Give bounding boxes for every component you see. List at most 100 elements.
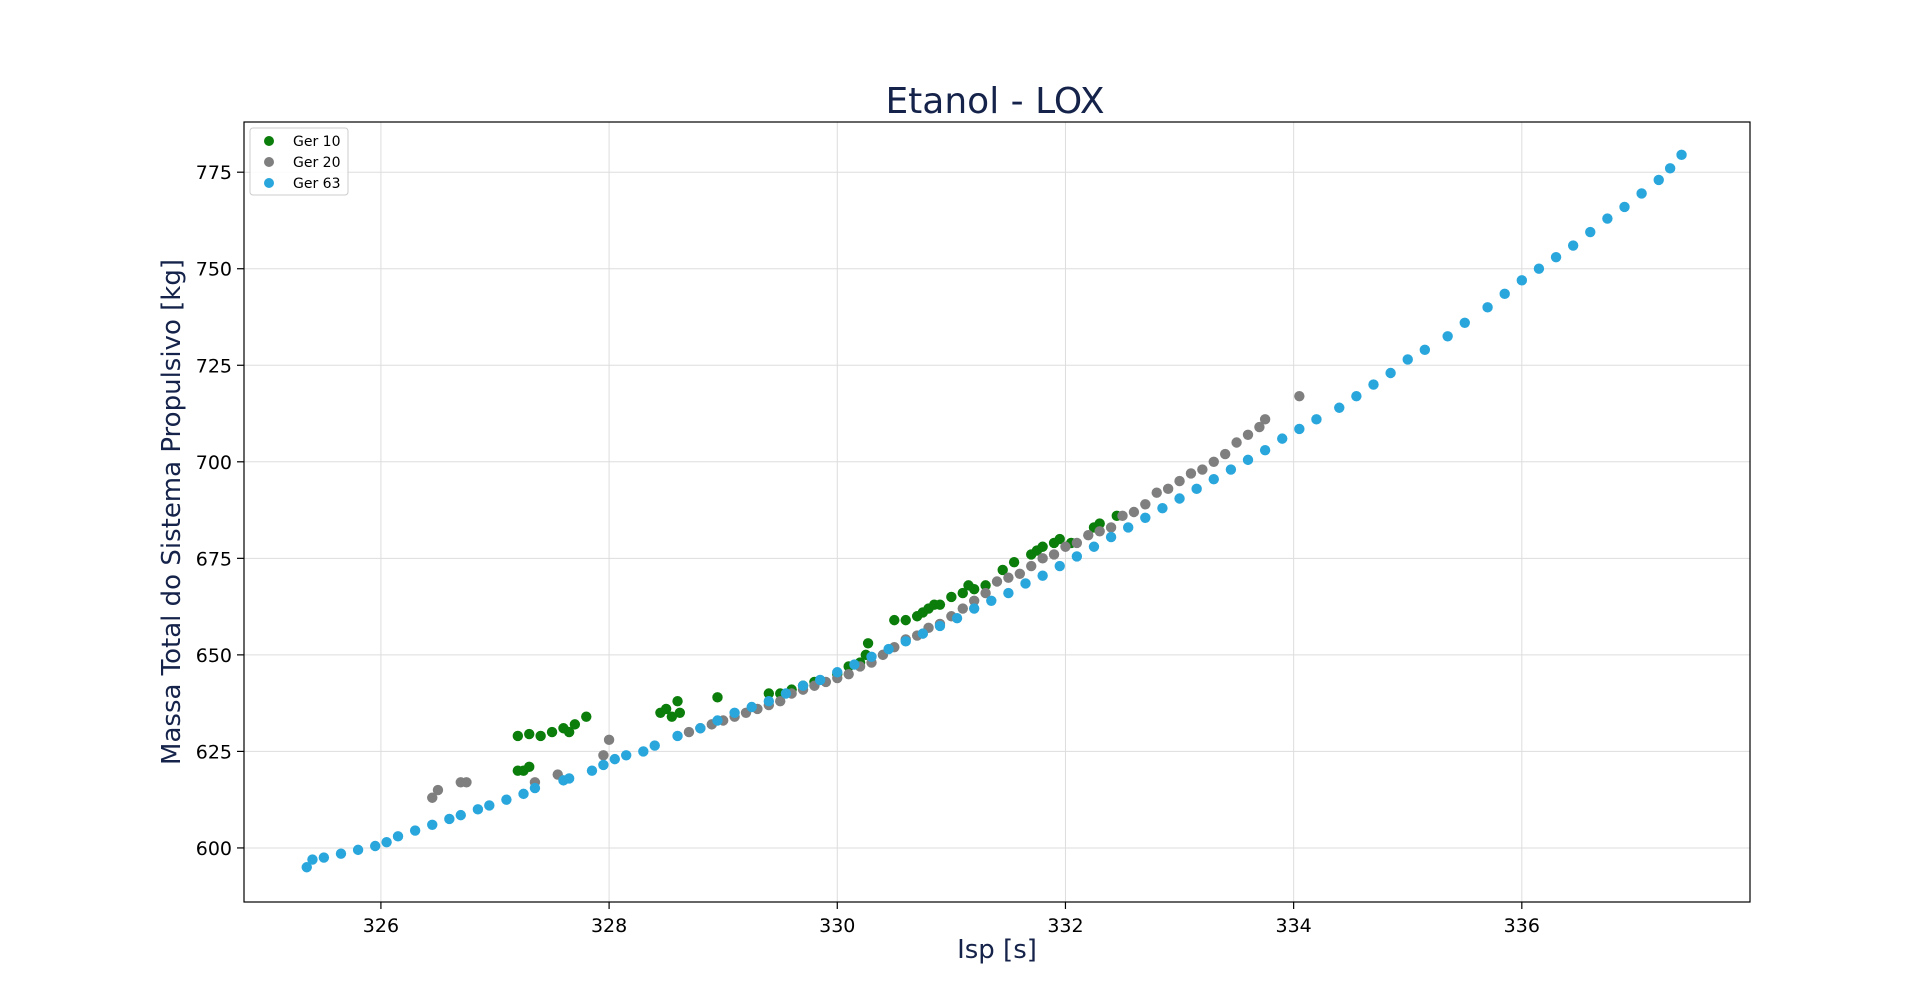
data-point [1242, 454, 1254, 466]
legend-marker [264, 157, 274, 167]
data-point [1174, 475, 1185, 487]
data-point [866, 651, 877, 662]
data-point [1419, 344, 1431, 356]
data-point [1602, 213, 1613, 224]
data-point [392, 831, 404, 842]
legend-label: Ger 63 [293, 176, 340, 192]
data-point [695, 723, 706, 734]
data-point [862, 638, 874, 649]
data-point [980, 580, 991, 591]
x-tick-label: 336 [1504, 915, 1540, 937]
legend-marker [264, 136, 274, 146]
data-point [883, 643, 894, 655]
data-point [712, 692, 723, 703]
y-tick-label: 650 [196, 645, 232, 667]
data-point [1294, 390, 1305, 402]
data-point [318, 852, 330, 863]
x-axis-label: Isp [s] [957, 935, 1037, 965]
data-point [598, 750, 609, 761]
data-point [1094, 526, 1105, 537]
data-point [1385, 367, 1396, 379]
x-tick-label: 328 [591, 915, 627, 937]
data-point [1014, 568, 1026, 579]
x-tick-label: 326 [363, 915, 399, 937]
data-point [1516, 275, 1528, 286]
data-point [432, 784, 444, 796]
data-point [1105, 531, 1117, 543]
data-point [586, 765, 598, 776]
data-point [1197, 464, 1208, 475]
data-point [563, 773, 575, 784]
data-point [529, 782, 541, 794]
data-point [1402, 354, 1413, 365]
data-point [563, 726, 575, 738]
legend: Ger 10 Ger 20 Ger 63 [249, 127, 349, 196]
data-point [683, 726, 695, 738]
data-point [1442, 331, 1453, 342]
data-point [900, 636, 911, 647]
data-point [672, 730, 683, 742]
data-point [1003, 572, 1014, 583]
data-point [1254, 421, 1265, 433]
data-point [1459, 317, 1470, 328]
data-point [1208, 473, 1219, 485]
data-point [352, 844, 364, 856]
data-point [1083, 529, 1094, 541]
data-point [1140, 512, 1151, 523]
y-tick-label: 775 [196, 162, 232, 184]
legend-label: Ger 10 [293, 134, 340, 150]
data-point [1653, 174, 1664, 186]
data-point [1037, 541, 1048, 552]
data-point [729, 707, 740, 718]
data-point [832, 667, 843, 678]
data-point [512, 730, 524, 742]
data-point [957, 603, 968, 614]
data-point [1311, 414, 1322, 425]
data-point [1208, 456, 1219, 467]
data-point [455, 809, 466, 821]
data-point [780, 688, 792, 699]
data-point [1094, 518, 1105, 529]
chart-title: Etanol - LOX [885, 81, 1104, 122]
legend-box [249, 127, 349, 196]
data-point [900, 614, 911, 626]
data-point [946, 591, 957, 603]
data-point [849, 659, 860, 670]
legend-label: Ger 20 [293, 155, 340, 171]
data-point [427, 792, 438, 803]
data-point [1231, 437, 1242, 448]
data-point [1060, 541, 1071, 552]
data-point [381, 836, 392, 848]
data-point [1219, 448, 1231, 460]
data-point [1105, 522, 1117, 533]
data-point [1277, 433, 1288, 444]
data-point [1242, 429, 1254, 440]
data-point [1128, 506, 1140, 518]
data-point [444, 813, 455, 825]
x-tick-label: 330 [819, 915, 855, 937]
data-point [968, 595, 980, 607]
data-point [603, 734, 615, 746]
data-point [535, 730, 546, 742]
y-tick-label: 725 [196, 355, 232, 377]
data-point [546, 726, 558, 738]
data-point [1585, 226, 1596, 238]
data-point [1123, 522, 1134, 533]
data-point [1008, 557, 1020, 568]
data-point [649, 740, 660, 751]
data-point [1294, 423, 1305, 435]
data-point [712, 715, 723, 726]
data-point [638, 746, 649, 757]
data-point [666, 711, 678, 722]
plot-area-frame [243, 121, 1751, 903]
data-point [1054, 533, 1065, 545]
data-point [1664, 163, 1676, 174]
data-point [409, 825, 421, 836]
data-point [472, 804, 484, 815]
y-axis-label: Massa Total do Sistema Propulsivo [kg] [157, 259, 187, 765]
data-point [672, 696, 683, 707]
data-point [843, 668, 854, 680]
data-point [581, 711, 592, 722]
data-point [1117, 510, 1128, 522]
